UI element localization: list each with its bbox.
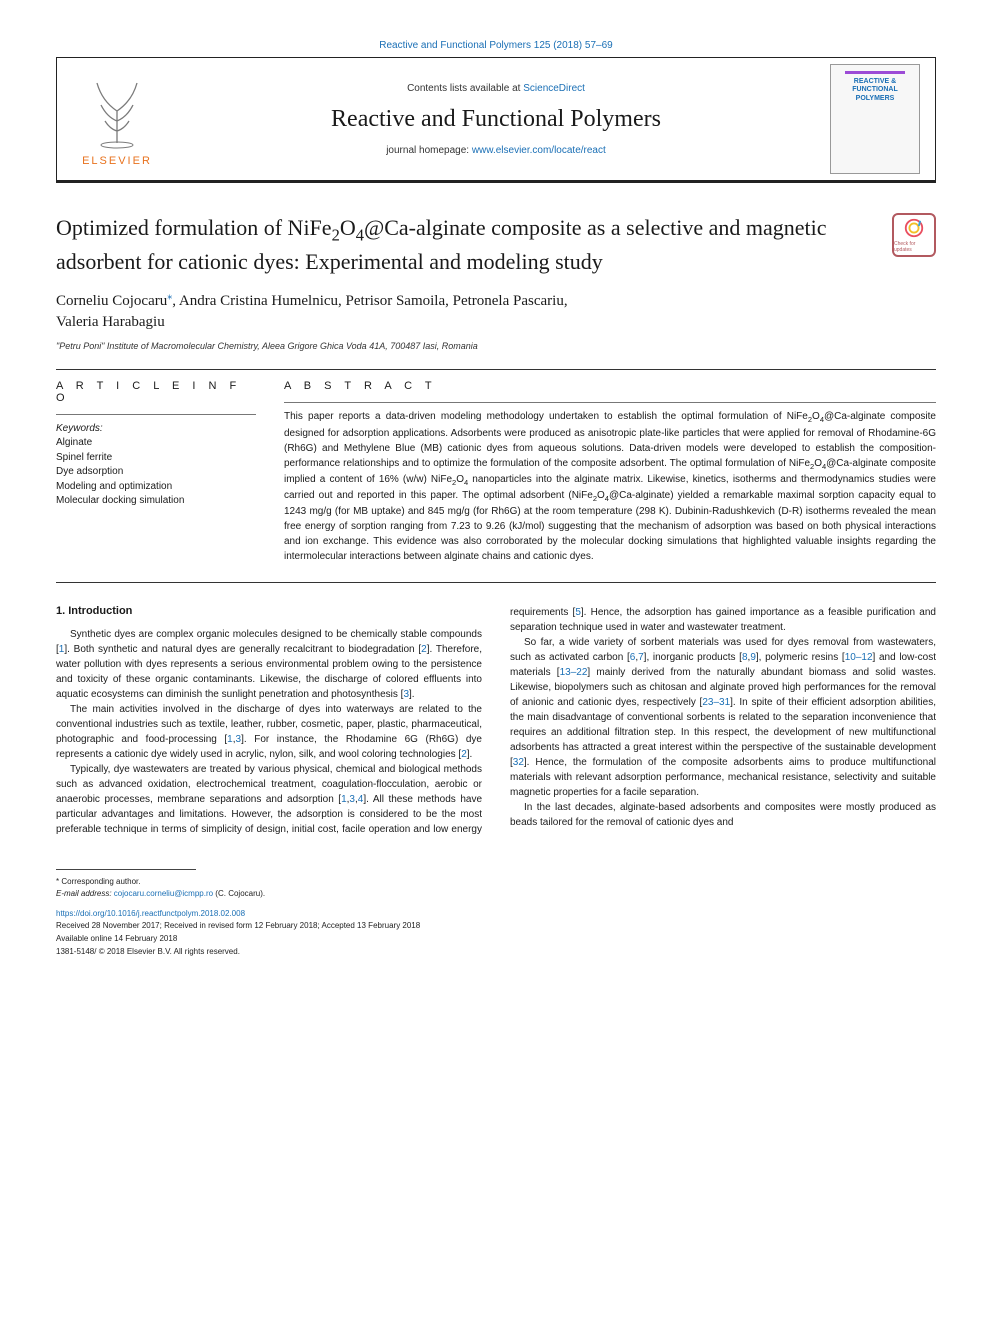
email-person: (C. Cojocaru). [213, 889, 265, 898]
keyword-item: Modeling and optimization [56, 480, 256, 495]
elsevier-tree-icon [77, 71, 157, 151]
keywords-label: Keywords: [56, 423, 256, 434]
contents-line: Contents lists available at ScienceDirec… [407, 83, 585, 94]
doi-link[interactable]: https://doi.org/10.1016/j.reactfunctpoly… [56, 909, 936, 918]
divider [56, 414, 256, 415]
divider [56, 582, 936, 583]
corresponding-marker-text: * Corresponding author. [56, 877, 141, 886]
email-label: E-mail address: [56, 889, 114, 898]
abstract-text: This paper reports a data-driven modelin… [284, 409, 936, 564]
crossmark-badge[interactable]: Check for updates [892, 213, 936, 257]
publisher-name: ELSEVIER [82, 155, 152, 167]
available-online: Available online 14 February 2018 [56, 933, 936, 944]
corresponding-author-marker[interactable]: ⁎ [167, 291, 172, 302]
crossmark-icon [903, 217, 925, 239]
body-paragraph: In the last decades, alginate-based adso… [510, 800, 936, 830]
article-title: Optimized formulation of NiFe2O4@Ca-algi… [56, 213, 876, 276]
contents-prefix: Contents lists available at [407, 83, 523, 94]
article-history: Received 28 November 2017; Received in r… [56, 920, 936, 931]
cover-title: REACTIVE & FUNCTIONAL POLYMERS [833, 78, 917, 103]
cover-bar-icon [845, 71, 905, 74]
abstract-heading: A B S T R A C T [284, 380, 936, 392]
journal-cover-thumb: REACTIVE & FUNCTIONAL POLYMERS [830, 64, 920, 174]
homepage-url[interactable]: www.elsevier.com/locate/react [472, 145, 606, 156]
journal-citation[interactable]: Reactive and Functional Polymers 125 (20… [56, 40, 936, 51]
header-center: Contents lists available at ScienceDirec… [177, 58, 815, 180]
body-paragraph: The main activities involved in the disc… [56, 702, 482, 762]
keyword-item: Alginate [56, 436, 256, 451]
article-info-column: A R T I C L E I N F O Keywords: Alginate… [56, 380, 256, 564]
author-email-link[interactable]: cojocaru.corneliu@icmpp.ro [114, 889, 213, 898]
keyword-item: Spinel ferrite [56, 451, 256, 466]
keyword-item: Dye adsorption [56, 465, 256, 480]
affiliation: "Petru Poni" Institute of Macromolecular… [56, 341, 936, 351]
journal-header: ELSEVIER Contents lists available at Sci… [56, 57, 936, 183]
abstract-column: A B S T R A C T This paper reports a dat… [284, 380, 936, 564]
authors: Corneliu Cojocaru⁎, Andra Cristina Humel… [56, 290, 936, 333]
journal-name: Reactive and Functional Polymers [331, 106, 661, 133]
publisher-logo-block: ELSEVIER [57, 58, 177, 180]
section-heading: 1. Introduction [56, 605, 482, 617]
footnote-divider [56, 869, 196, 870]
body-paragraph: So far, a wide variety of sorbent materi… [510, 635, 936, 800]
sciencedirect-link[interactable]: ScienceDirect [523, 83, 585, 94]
homepage-line: journal homepage: www.elsevier.com/locat… [386, 145, 606, 156]
cover-thumb-block: REACTIVE & FUNCTIONAL POLYMERS [815, 58, 935, 180]
crossmark-label: Check for updates [894, 241, 934, 253]
homepage-prefix: journal homepage: [386, 145, 472, 156]
body-paragraph: Synthetic dyes are complex organic molec… [56, 627, 482, 702]
divider [56, 369, 936, 370]
body-columns: 1. Introduction Synthetic dyes are compl… [56, 605, 936, 837]
divider [284, 402, 936, 403]
corresponding-footnote: * Corresponding author. E-mail address: … [56, 876, 936, 898]
keyword-item: Molecular docking simulation [56, 494, 256, 509]
article-info-heading: A R T I C L E I N F O [56, 380, 256, 404]
issn-copyright: 1381-5148/ © 2018 Elsevier B.V. All righ… [56, 946, 936, 957]
